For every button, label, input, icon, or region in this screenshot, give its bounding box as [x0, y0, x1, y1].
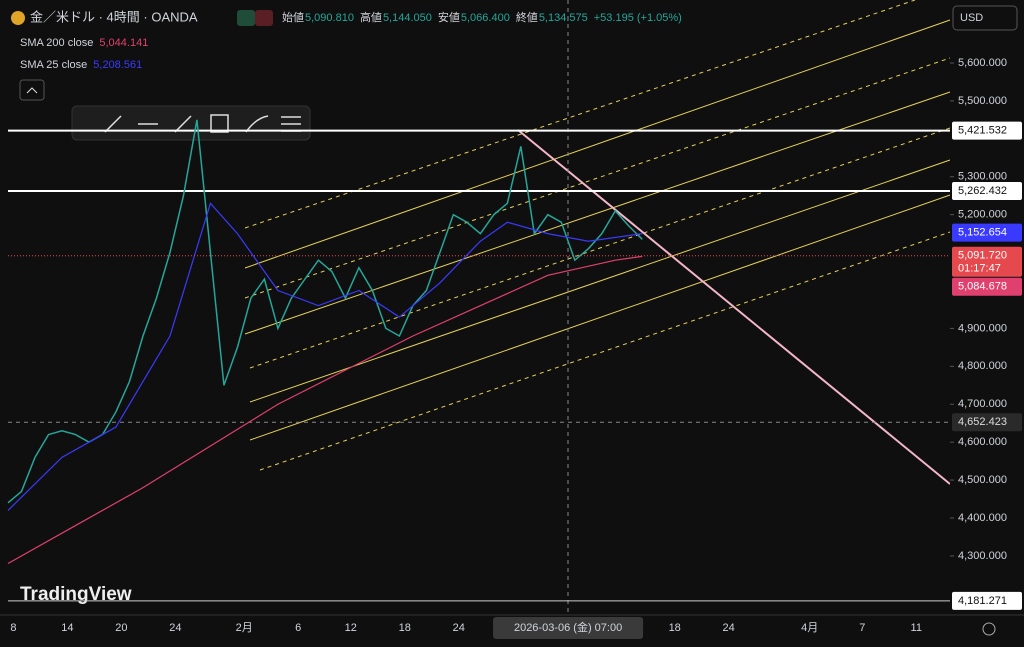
- series-line: [7, 255, 643, 565]
- price-label: 4,652.423: [958, 416, 1007, 428]
- y-tick-label: 4,500.000: [958, 474, 1007, 486]
- x-tick-label: 8: [10, 622, 16, 634]
- settings[interactable]: [982, 622, 996, 636]
- x-tick-label: 4月: [801, 622, 818, 634]
- x-tick-label: 18: [399, 622, 411, 634]
- y-tick-label: 4,900.000: [958, 322, 1007, 334]
- x-tick-label: 12: [345, 622, 357, 634]
- price-badge: [952, 223, 1022, 242]
- price-badge-label: 5,152.654: [958, 227, 1007, 239]
- price-badge-label: 5,084.678: [958, 281, 1007, 293]
- x-tick-label: 7: [859, 622, 865, 634]
- series-line: [7, 202, 643, 511]
- price-label: 4,181.271: [958, 595, 1007, 607]
- x-tick-label: 24: [723, 622, 735, 634]
- symbol-title: 金／米ドル · 4時間 · OANDA: [30, 9, 198, 24]
- y-tick-label: 4,300.000: [958, 550, 1007, 562]
- y-tick-label: 5,500.000: [958, 95, 1007, 107]
- price-label-bg: [952, 121, 1022, 140]
- status-green: [237, 10, 255, 26]
- x-tick-label: 11: [911, 622, 922, 634]
- price-label: 5,262.432: [958, 185, 1007, 197]
- x-tick-label: 14: [61, 622, 73, 634]
- crosshair-time-bg: [493, 617, 644, 639]
- legend-label: 始値: [282, 10, 304, 24]
- y-tick-label: 4,700.000: [958, 398, 1007, 410]
- legend-value: 5,090.810: [305, 12, 354, 24]
- legend-label: 終値: [516, 10, 538, 24]
- indicator-value: 5,208.561: [93, 59, 142, 71]
- currency[interactable]: USD: [960, 12, 983, 24]
- legend-label: 安値: [438, 10, 460, 24]
- collapse-icon: [26, 87, 38, 94]
- indicator-name: SMA 200 close: [20, 37, 93, 49]
- price-badge: [952, 246, 1022, 277]
- price-axis-bg: [950, 0, 1024, 647]
- status-red: [255, 10, 273, 26]
- price-label-bg: [952, 413, 1022, 432]
- y-tick-label: 5,200.000: [958, 209, 1007, 221]
- y-tick-label: 5,600.000: [958, 57, 1007, 69]
- y-tick-label: 4,400.000: [958, 512, 1007, 524]
- legend-value: 5,066.400: [461, 12, 510, 24]
- legend-value: 5,134.575: [539, 12, 588, 24]
- countdown: 01:17:47: [958, 263, 1001, 275]
- price-label-bg: [952, 591, 1022, 610]
- collapse-button[interactable]: [19, 79, 45, 101]
- channel-lines: [244, 0, 951, 615]
- price-badge: [952, 277, 1022, 296]
- symbol-icon: [11, 11, 25, 25]
- ohlc-legend: 始値 5,090.810 高値 5,144.050 安値 5,066.400 終値 5,134…: [20, 10, 682, 71]
- x-tick-label: 18: [669, 622, 681, 634]
- drawing-toolbar[interactable]: [71, 105, 311, 141]
- x-tick-label: 24: [453, 622, 465, 634]
- x-tick-label: 20: [115, 622, 127, 634]
- y-tick-label: 4,600.000: [958, 436, 1007, 448]
- x-tick-label: 2月: [236, 622, 253, 634]
- x-tick-label: 2026-03-06 (金) 07:00: [514, 620, 622, 634]
- y-tick-label: 5,300.000: [958, 171, 1007, 183]
- brand: TradingView: [20, 584, 132, 605]
- legend-value: 5,144.050: [383, 12, 432, 24]
- legend-change: +53.195 (+1.05%): [594, 12, 682, 24]
- price-label: 5,421.532: [958, 125, 1007, 137]
- x-tick-label: 24: [169, 622, 181, 634]
- currency-box[interactable]: [952, 5, 1018, 31]
- toolbar-bg: [71, 105, 311, 141]
- x-tick-label: 6: [295, 622, 301, 634]
- price-label-bg: [952, 181, 1022, 200]
- price-badge-label: 5,091.720: [958, 250, 1007, 262]
- indicator-value: 5,044.141: [99, 37, 148, 49]
- legend-label: 高値: [360, 10, 382, 24]
- indicator-name: SMA 25 close: [20, 59, 87, 71]
- y-tick-label: 4,800.000: [958, 360, 1007, 372]
